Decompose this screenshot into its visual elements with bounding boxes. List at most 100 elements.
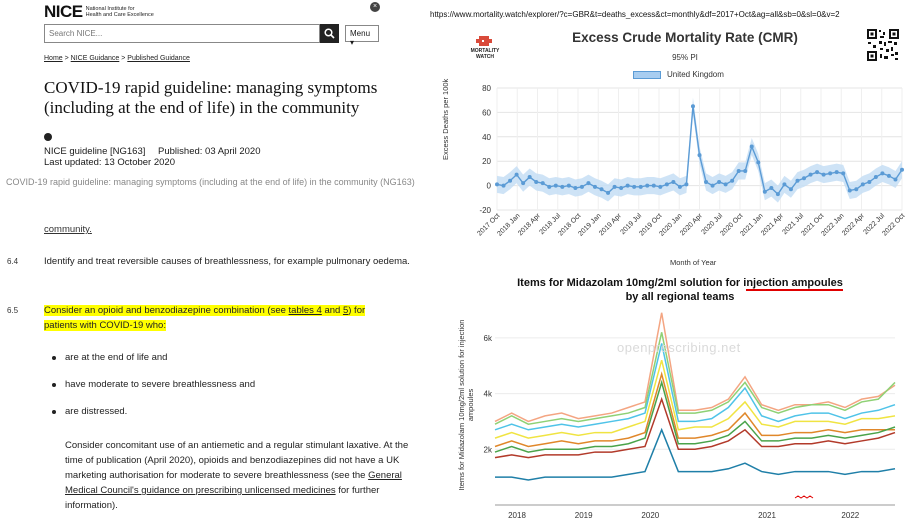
cmr-data-point — [900, 167, 904, 172]
midazolam-line-chart: 2k 4k 6k 2018 2019 2020 2021 2022 — [484, 312, 896, 520]
cmr-data-point — [495, 182, 499, 187]
cmr-data-point — [723, 182, 728, 187]
bullet-item: are distressed. — [65, 406, 128, 417]
cmr-data-point — [677, 184, 682, 189]
cmr-data-point — [534, 179, 539, 184]
cmr-data-point — [860, 182, 865, 187]
cmr-y-tick-label: 20 — [482, 157, 491, 166]
mid-series-line — [494, 343, 896, 431]
qr-code-icon — [866, 28, 900, 62]
cmr-data-point — [815, 170, 820, 175]
breadcrumb-nice-guidance[interactable]: NICE Guidance — [70, 55, 120, 62]
menu-button[interactable]: Menu ▾ — [345, 25, 379, 47]
cmr-data-point — [658, 184, 663, 189]
legend-swatch — [633, 70, 661, 79]
cmr-x-tick-label: 2022 Oct — [881, 212, 906, 237]
guideline-code: NICE guideline [NG163] — [44, 146, 146, 157]
cmr-data-point — [645, 183, 650, 188]
cmr-data-point — [808, 172, 813, 177]
table-5-link[interactable]: 5 — [342, 305, 349, 316]
para-6-5-line-2: patients with COVID-19 who: — [44, 320, 166, 331]
cmr-data-point — [717, 179, 722, 184]
midazolam-title-underlined: njection ampoules — [746, 277, 843, 291]
cmr-data-point — [501, 183, 506, 188]
breadcrumb-home[interactable]: Home — [44, 55, 63, 62]
cmr-data-point — [788, 187, 793, 192]
nice-logo-subtitle: National Institute for Health and Care E… — [86, 6, 154, 18]
cmr-data-point — [802, 176, 807, 181]
cmr-data-point — [782, 182, 787, 187]
cmr-data-point — [508, 178, 513, 183]
cmr-y-axis-label: Excess Deaths per 100k — [441, 78, 450, 160]
mortality-watch-logo-text: MORTALITY WATCH — [470, 48, 500, 60]
cmr-data-point — [775, 192, 780, 197]
cmr-data-point — [769, 186, 774, 191]
cmr-data-point — [690, 104, 695, 109]
cmr-data-point — [664, 182, 669, 187]
search-input[interactable]: Search NICE... — [44, 24, 320, 43]
page-title: COVID-19 rapid guideline: managing sympt… — [44, 78, 378, 117]
cmr-data-point — [553, 183, 558, 188]
bullet-icon — [52, 383, 58, 389]
breadcrumb: Home > NICE Guidance > Published Guidanc… — [44, 55, 190, 62]
cmr-data-point — [566, 183, 571, 188]
cmr-data-point — [638, 184, 643, 189]
cmr-chart-title: Excess Crude Mortality Rate (CMR) — [572, 30, 798, 45]
mid-series-line — [494, 312, 896, 423]
nice-logo-sub-1: National Institute for — [85, 6, 135, 12]
cmr-data-point — [886, 173, 891, 178]
cmr-data-point — [606, 190, 611, 195]
cmr-data-point — [749, 144, 754, 149]
cmr-data-point — [651, 183, 656, 188]
cmr-data-point — [671, 179, 676, 184]
mid-x-tick-label: 2022 — [841, 511, 859, 520]
gmc-guidance-link[interactable]: General Medical Council's guidance on pr… — [65, 470, 402, 496]
cmr-data-point — [736, 168, 741, 173]
mid-series-line — [494, 396, 896, 459]
mid-x-tick-label: 2020 — [641, 511, 659, 520]
cmr-y-tick-label: 60 — [482, 108, 491, 117]
cmr-x-axis-label: Month of Year — [670, 258, 717, 267]
search-button[interactable] — [320, 24, 339, 43]
close-icon[interactable]: × — [370, 2, 380, 12]
cursor-icon — [44, 133, 52, 141]
section-header: COVID-19 rapid guideline: managing sympt… — [6, 177, 415, 187]
community-link[interactable]: community. — [44, 224, 92, 235]
cmr-data-point — [710, 183, 715, 188]
para-6-5: Consider an opioid and benzodiazepine co… — [44, 305, 366, 331]
para-number-6-5: 6.5 — [7, 306, 19, 315]
nice-logo-mark: NICE — [44, 2, 83, 21]
search-icon — [324, 28, 335, 39]
cmr-data-point — [821, 172, 826, 177]
mid-series-line — [494, 332, 896, 425]
cmr-x-tick-label: 2019 Apr — [598, 212, 623, 237]
cmr-legend[interactable]: United Kingdom — [633, 70, 724, 79]
cmr-data-point — [632, 184, 637, 189]
cmr-data-point — [579, 184, 584, 189]
bullet-item: are at the end of life and — [65, 352, 168, 363]
cmr-data-point — [540, 181, 545, 186]
cmr-data-point — [514, 172, 519, 177]
bullet-item: have moderate to severe breathlessness a… — [65, 379, 256, 390]
cmr-y-tick-label: 40 — [482, 133, 491, 142]
midazolam-title-part-1: Items for Midazolam 10mg/2ml solution fo… — [517, 277, 747, 289]
tables-4-link[interactable]: tables 4 — [288, 305, 322, 316]
cmr-data-point — [795, 178, 800, 183]
mid-x-tick-label: 2018 — [508, 511, 526, 520]
cmr-data-point — [743, 168, 748, 173]
cmr-data-point — [684, 182, 689, 187]
cmr-x-tick-label: 2021 Apr — [760, 212, 785, 237]
mid-y-tick-label: 2k — [484, 445, 493, 454]
cmr-data-point — [873, 175, 878, 180]
mid-series-line — [494, 359, 896, 439]
cmr-data-point — [527, 175, 532, 180]
cmr-x-tick-label: 2020 Apr — [679, 212, 704, 237]
concomitant-paragraph: Consider concomitant use of an antiemeti… — [65, 440, 409, 511]
nice-logo[interactable]: NICE National Institute for Health and C… — [44, 2, 154, 22]
cmr-data-point — [619, 186, 624, 191]
breadcrumb-published-guidance[interactable]: Published Guidance — [127, 55, 190, 62]
cmr-data-point — [697, 153, 702, 158]
midazolam-title-line-2: by all regional teams — [625, 291, 735, 303]
cmr-data-point — [828, 171, 833, 176]
